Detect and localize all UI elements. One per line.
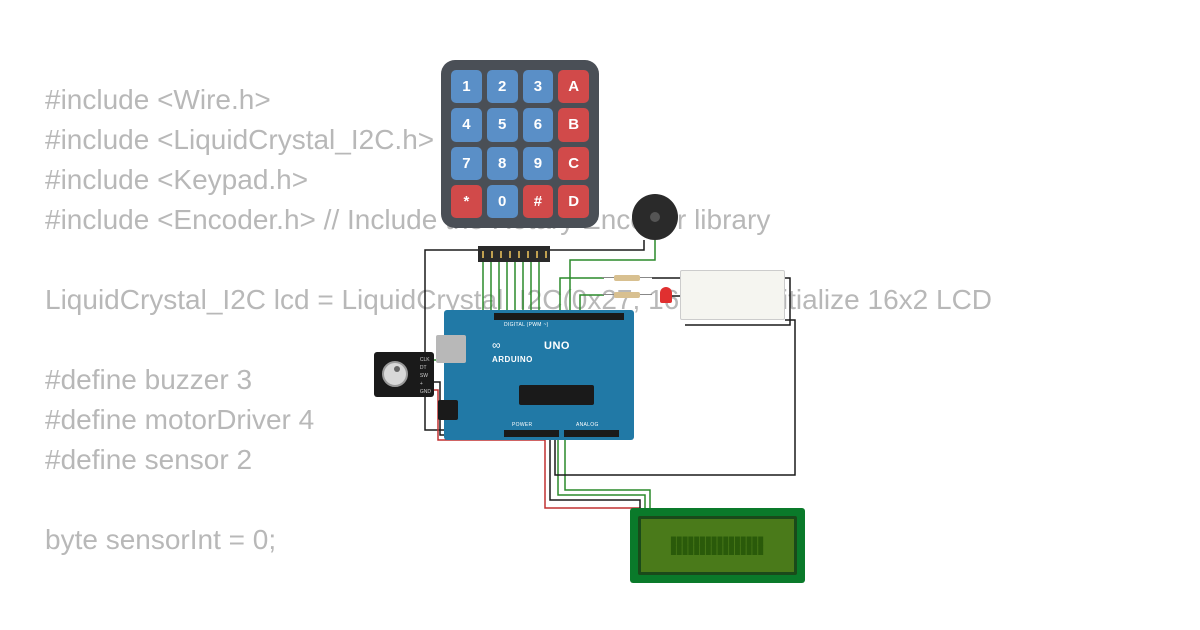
resistor-2 [602, 292, 652, 298]
lcd-screen: ████████████████████████████████ [638, 516, 797, 575]
keypad-key-A: A [558, 70, 589, 103]
keypad-key-6: 6 [523, 108, 554, 141]
resistor-1 [602, 275, 652, 281]
keypad-key-8: 8 [487, 147, 518, 180]
buzzer [632, 194, 678, 240]
led-red [660, 287, 672, 303]
keypad-4x4: 123A 456B 789C *0#D [441, 60, 599, 228]
keypad-key-7: 7 [451, 147, 482, 180]
arduino-brand: ARDUINO [492, 355, 533, 364]
rotary-encoder: CLKDTSW+GND [374, 352, 434, 397]
keypad-key-3: 3 [523, 70, 554, 103]
keypad-key-1: 1 [451, 70, 482, 103]
arduino-analog-pins [564, 430, 619, 437]
arduino-usb-port [436, 335, 466, 363]
keypad-key-C: C [558, 147, 589, 180]
buzzer-hole [650, 212, 660, 222]
circuit-diagram: 123A 456B 789C *0#D DIGITAL (PWM ~) ∞ ARDUI… [0, 0, 1200, 630]
arduino-digital-label: DIGITAL (PWM ~) [504, 322, 549, 328]
arduino-power-pins [504, 430, 559, 437]
keypad-key-*: * [451, 185, 482, 218]
arduino-power-jack [438, 400, 458, 420]
lcd-16x2: ████████████████████████████████ [630, 508, 805, 583]
arduino-analog-label: ANALOG [576, 422, 599, 428]
keypad-key-B: B [558, 108, 589, 141]
wire-black [550, 435, 640, 515]
mini-breadboard [680, 270, 785, 320]
keypad-key-4: 4 [451, 108, 482, 141]
arduino-model: UNO [544, 340, 570, 352]
encoder-knob [382, 361, 408, 387]
arduino-infinity-icon: ∞ [492, 338, 501, 352]
keypad-key-2: 2 [487, 70, 518, 103]
keypad-key-5: 5 [487, 108, 518, 141]
encoder-pin-labels: CLKDTSW+GND [420, 356, 431, 396]
arduino-uno: DIGITAL (PWM ~) ∞ ARDUINO UNO POWER ANAL… [444, 310, 634, 440]
keypad-key-9: 9 [523, 147, 554, 180]
keypad-key-0: 0 [487, 185, 518, 218]
keypad-key-D: D [558, 185, 589, 218]
arduino-atmega-chip [519, 385, 594, 405]
keypad-pin-header [478, 246, 550, 262]
arduino-power-label: POWER [512, 422, 532, 428]
keypad-key-#: # [523, 185, 554, 218]
arduino-digital-pins [494, 313, 624, 320]
lcd-char-grid: ████████████████████████████████ [671, 537, 764, 555]
